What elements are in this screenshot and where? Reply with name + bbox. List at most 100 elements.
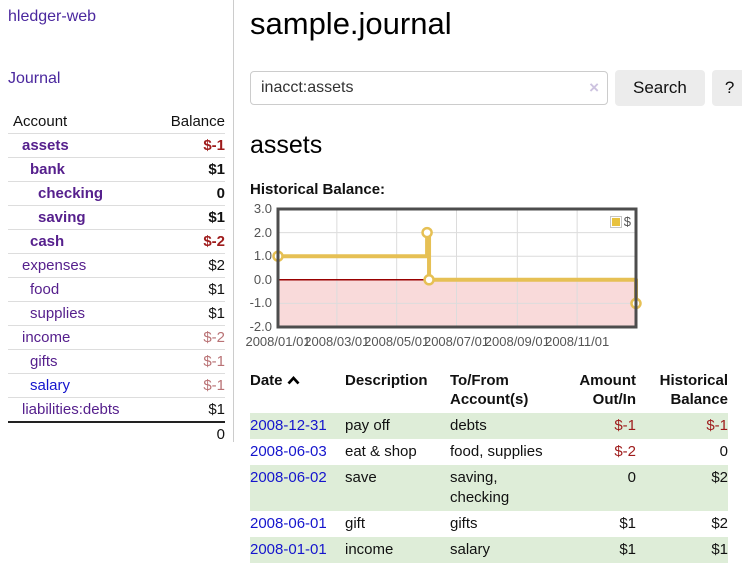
account-link-liabilities-debts[interactable]: liabilities:debts [22, 401, 120, 418]
search-form: × Search ? [250, 70, 742, 106]
register-table: Date Description To/From Account(s) Amou… [250, 371, 728, 563]
transaction-date-link[interactable]: 2008-06-01 [250, 515, 327, 532]
transaction-balance: $2 [711, 515, 728, 532]
account-link-supplies[interactable]: supplies [30, 305, 86, 322]
account-balance: $1 [154, 397, 225, 422]
transaction-description: save [345, 469, 377, 486]
chart-title: Historical Balance: [250, 181, 386, 198]
transaction-accounts: gifts [450, 515, 478, 532]
account-balance: $-2 [154, 229, 225, 254]
account-link-salary[interactable]: salary [30, 377, 71, 394]
account-balance: $2 [154, 253, 225, 278]
transaction-date-link[interactable]: 2008-06-03 [250, 443, 327, 460]
sort-ascending-icon [286, 372, 301, 391]
account-row-assets: assets $-1 [8, 133, 225, 158]
account-row-cash: cash $-2 [8, 229, 225, 254]
account-row-checking: checking 0 [8, 181, 225, 206]
account-link-gifts[interactable]: gifts [30, 353, 58, 370]
y-axis-tick: -1.0 [249, 295, 272, 311]
transaction-description: pay off [345, 417, 390, 434]
transaction-balance: $-1 [706, 417, 728, 434]
account-row-bank: bank $1 [8, 157, 225, 182]
register-row: 2008-06-01 gift gifts $1 $2 [250, 511, 728, 537]
x-axis-tick: 2008/07/01 [423, 334, 490, 349]
register-header-accounts: To/From Account(s) [450, 372, 529, 408]
transaction-date-link[interactable]: 2008-12-31 [250, 417, 327, 434]
account-balance: $1 [154, 301, 225, 326]
x-axis-tick: 2008/09/01 [484, 334, 550, 349]
account-link-income[interactable]: income [22, 329, 71, 346]
account-row-gifts: gifts $-1 [8, 349, 225, 374]
account-link-assets[interactable]: assets [22, 137, 69, 154]
nav-journal-link[interactable]: Journal [8, 70, 61, 87]
register-header-date[interactable]: Date [250, 371, 345, 413]
register-header-row: Date Description To/From Account(s) Amou… [250, 371, 728, 413]
transaction-amount: $1 [619, 515, 636, 532]
transaction-date-link[interactable]: 2008-01-01 [250, 541, 327, 558]
account-link-cash[interactable]: cash [30, 233, 65, 250]
transaction-accounts: debts [450, 417, 487, 434]
accounts-table: Account Balance assets $-1 bank $1 check… [8, 110, 225, 446]
transaction-balance: $1 [711, 541, 728, 558]
clear-search-icon[interactable]: × [589, 78, 599, 97]
y-axis-tick: 0.0 [253, 271, 272, 287]
account-link-saving[interactable]: saving [38, 209, 86, 226]
transaction-accounts: food, supplies [450, 443, 543, 460]
account-row-supplies: supplies $1 [8, 301, 225, 326]
account-link-checking[interactable]: checking [38, 185, 104, 202]
register-row: 2008-06-02 save saving, checking 0 $2 [250, 465, 728, 511]
plot-area: $ [272, 207, 642, 329]
register-row: 2008-12-31 pay off debts $-1 $-1 [250, 413, 728, 439]
transaction-accounts: salary [450, 541, 491, 558]
account-balance: 0 [154, 181, 225, 206]
accounts-header-row: Account Balance [8, 110, 225, 134]
account-row-income: income $-2 [8, 325, 225, 350]
account-row-saving: saving $1 [8, 205, 225, 230]
account-link-bank[interactable]: bank [30, 161, 66, 178]
legend-swatch-icon [609, 215, 622, 228]
transaction-amount: $-2 [614, 443, 636, 460]
page-title: sample.journal [250, 6, 452, 41]
accounts-total-value: 0 [154, 421, 225, 446]
transaction-description: eat & shop [345, 443, 417, 460]
transaction-description: gift [345, 515, 366, 532]
register-header-balance: Historical Balance [659, 372, 728, 408]
transaction-amount: $1 [619, 541, 636, 558]
balance-chart: $3.0 2.0 1.0 0.0 -1.0 -2.0 2008/01/01 2008/03/0… [244, 201, 644, 355]
transaction-description: income [345, 541, 394, 558]
app-brand-link[interactable]: hledger-web [8, 8, 97, 25]
account-balance: $-1 [154, 373, 225, 398]
transaction-balance: 0 [719, 443, 728, 460]
register-header-amount: Amount Out/In [579, 372, 636, 408]
y-axis-tick: 2.0 [253, 224, 272, 240]
register-row: 2008-06-03 eat & shop food, supplies $-2… [250, 439, 728, 465]
account-balance: $-1 [154, 133, 225, 158]
account-balance: $1 [154, 277, 225, 302]
accounts-total-row: 0 [8, 421, 225, 446]
account-heading: assets [250, 131, 323, 159]
help-button[interactable]: ? [711, 70, 742, 106]
sidebar: hledger-web Journal Account Balance asse… [0, 0, 234, 446]
transaction-balance: $2 [711, 469, 728, 486]
x-axis-tick: 2008/03/01 [304, 334, 370, 349]
y-axis-tick: -2.0 [249, 319, 272, 334]
account-row-expenses: expenses $2 [8, 253, 225, 278]
account-link-food[interactable]: food [30, 281, 60, 298]
chart-legend: $ [609, 214, 631, 229]
search-button[interactable]: Search [615, 70, 705, 106]
transaction-amount: $-1 [614, 417, 636, 434]
account-balance: $1 [154, 157, 225, 182]
main-content: sample.journal × Search ? assets Histori… [245, 0, 742, 563]
legend-label: $ [623, 214, 631, 229]
register-row: 2008-01-01 income salary $1 $1 [250, 537, 728, 563]
y-axis-tick: 3.0 [253, 201, 272, 216]
account-balance: $1 [154, 205, 225, 230]
y-axis-tick: 1.0 [253, 248, 272, 264]
account-balance: $-1 [154, 349, 225, 374]
account-row-food: food $1 [8, 277, 225, 302]
account-row-salary: salary $-1 [8, 373, 225, 398]
account-link-expenses[interactable]: expenses [22, 257, 87, 274]
accounts-header-balance: Balance [170, 113, 225, 130]
search-input[interactable] [250, 71, 608, 105]
transaction-date-link[interactable]: 2008-06-02 [250, 469, 327, 486]
